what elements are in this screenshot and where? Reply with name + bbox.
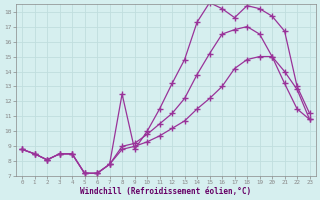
X-axis label: Windchill (Refroidissement éolien,°C): Windchill (Refroidissement éolien,°C) [80,187,252,196]
